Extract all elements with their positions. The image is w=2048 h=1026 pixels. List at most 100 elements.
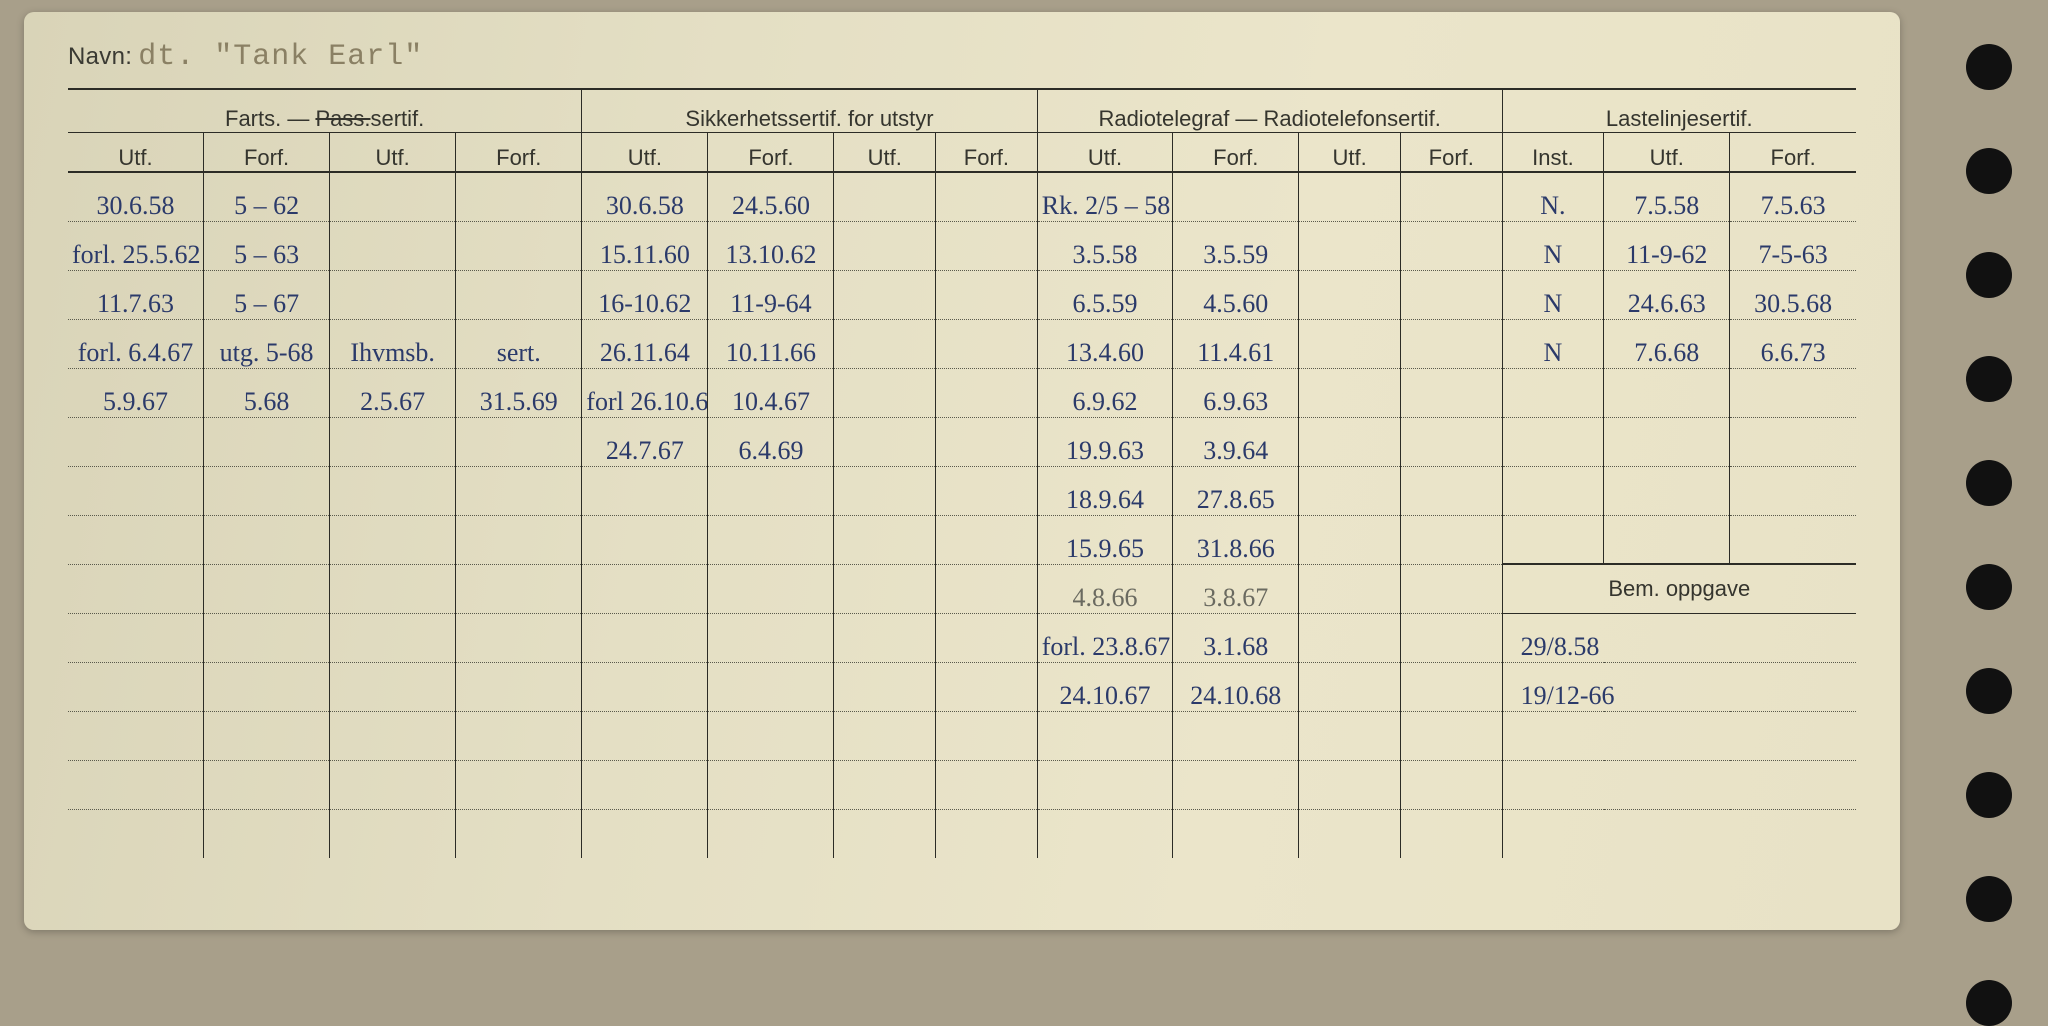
- cell-b3: [834, 221, 936, 270]
- cell-b4: [936, 221, 1038, 270]
- cell-b4: [936, 711, 1038, 760]
- table-row: 24.7.676.4.6919.9.633.9.64: [68, 417, 1856, 466]
- hole-icon: [1966, 44, 2012, 90]
- cell-b2: 10.4.67: [708, 368, 834, 417]
- cell-d3: [1730, 515, 1856, 564]
- cell-a4: sert.: [456, 319, 582, 368]
- hole-icon: [1966, 876, 2012, 922]
- cell-b1: [582, 613, 708, 662]
- col-a-utf2: Utf.: [330, 132, 456, 172]
- cell-c1: 19.9.63: [1037, 417, 1173, 466]
- cell-c4: [1400, 662, 1502, 711]
- table-row: forl. 25.5.625 – 6315.11.6013.10.623.5.5…: [68, 221, 1856, 270]
- cell-b3: [834, 172, 936, 221]
- cell-b2: [708, 613, 834, 662]
- cell-a1: forl. 6.4.67: [68, 319, 204, 368]
- cell-c3: [1299, 466, 1401, 515]
- cell-b1: [582, 466, 708, 515]
- name-value: dt. "Tank Earl": [138, 40, 423, 74]
- cell-c1: 13.4.60: [1037, 319, 1173, 368]
- cell-b4: [936, 613, 1038, 662]
- cell-b3: [834, 809, 936, 858]
- cell-b2: 11-9-64: [708, 270, 834, 319]
- hole-icon: [1966, 980, 2012, 1026]
- table-row: 15.9.6531.8.66: [68, 515, 1856, 564]
- table-head: Farts. — Pass.sertif. Sikkerhetssertif. …: [68, 90, 1856, 172]
- cell-d1: [1502, 515, 1604, 564]
- col-d-forf: Forf.: [1730, 132, 1856, 172]
- cell-c3: [1299, 760, 1401, 809]
- cell-a1: [68, 466, 204, 515]
- cell-c1: 18.9.64: [1037, 466, 1173, 515]
- bem-cell: [1502, 711, 1856, 760]
- cell-a3: 2.5.67: [330, 368, 456, 417]
- table-body: 30.6.585 – 6230.6.5824.5.60Rk. 2/5 – 58N…: [68, 172, 1856, 858]
- cell-a2: [204, 417, 330, 466]
- cell-a3: [330, 221, 456, 270]
- cell-a1: [68, 662, 204, 711]
- cell-b1: 30.6.58: [582, 172, 708, 221]
- cell-d2: [1604, 417, 1730, 466]
- cell-c4: [1400, 417, 1502, 466]
- cell-c4: [1400, 809, 1502, 858]
- cell-b1: 26.11.64: [582, 319, 708, 368]
- cell-a1: [68, 760, 204, 809]
- cell-b1: [582, 564, 708, 613]
- cell-b3: [834, 613, 936, 662]
- cell-b3: [834, 417, 936, 466]
- cell-b2: [708, 809, 834, 858]
- cell-d1: [1502, 368, 1604, 417]
- cell-a4: [456, 515, 582, 564]
- cell-c2: 27.8.65: [1173, 466, 1299, 515]
- col-d-inst: Inst.: [1502, 132, 1604, 172]
- cell-c1: [1037, 809, 1173, 858]
- cell-c2: 31.8.66: [1173, 515, 1299, 564]
- cell-b2: [708, 466, 834, 515]
- cell-a4: [456, 662, 582, 711]
- cell-a2: 5.68: [204, 368, 330, 417]
- cell-a4: [456, 417, 582, 466]
- cell-b4: [936, 319, 1038, 368]
- cell-c3: [1299, 319, 1401, 368]
- cell-c3: [1299, 270, 1401, 319]
- cell-c2: 3.1.68: [1173, 613, 1299, 662]
- cell-c4: [1400, 319, 1502, 368]
- cell-d1: [1502, 417, 1604, 466]
- bem-header: Bem. oppgave: [1502, 564, 1856, 613]
- cell-a3: [330, 564, 456, 613]
- cell-a1: forl. 25.5.62: [68, 221, 204, 270]
- certificate-table: Farts. — Pass.sertif. Sikkerhetssertif. …: [68, 90, 1856, 858]
- cell-b1: [582, 515, 708, 564]
- cell-b2: 24.5.60: [708, 172, 834, 221]
- group-sikkerhet: Sikkerhetssertif. for utstyr: [582, 90, 1037, 132]
- cell-c1: 6.5.59: [1037, 270, 1173, 319]
- cell-c1: 3.5.58: [1037, 221, 1173, 270]
- cell-b3: [834, 270, 936, 319]
- cell-c4: [1400, 564, 1502, 613]
- hole-icon: [1966, 252, 2012, 298]
- cell-c4: [1400, 515, 1502, 564]
- cell-c3: [1299, 564, 1401, 613]
- title-row: Navn: dt. "Tank Earl": [68, 40, 1856, 84]
- cell-d3: 7-5-63: [1730, 221, 1856, 270]
- group-header-row: Farts. — Pass.sertif. Sikkerhetssertif. …: [68, 90, 1856, 132]
- cell-a3: [330, 270, 456, 319]
- table-row: [68, 809, 1856, 858]
- cell-d3: [1730, 368, 1856, 417]
- cell-d2: [1604, 466, 1730, 515]
- cell-a3: [330, 417, 456, 466]
- cell-c2: 4.5.60: [1173, 270, 1299, 319]
- cell-b4: [936, 466, 1038, 515]
- cell-b3: [834, 760, 936, 809]
- hole-icon: [1966, 564, 2012, 610]
- cell-c1: 24.10.67: [1037, 662, 1173, 711]
- cell-a3: [330, 515, 456, 564]
- table-row: 5.9.675.682.5.6731.5.69forl 26.10.6610.4…: [68, 368, 1856, 417]
- col-c-forf2: Forf.: [1400, 132, 1502, 172]
- bem-cell: [1502, 809, 1856, 858]
- col-a-forf2: Forf.: [456, 132, 582, 172]
- table-row: 30.6.585 – 6230.6.5824.5.60Rk. 2/5 – 58N…: [68, 172, 1856, 221]
- cell-a2: [204, 662, 330, 711]
- cell-c1: [1037, 760, 1173, 809]
- sub-header-row: Utf. Forf. Utf. Forf. Utf. Forf. Utf. Fo…: [68, 132, 1856, 172]
